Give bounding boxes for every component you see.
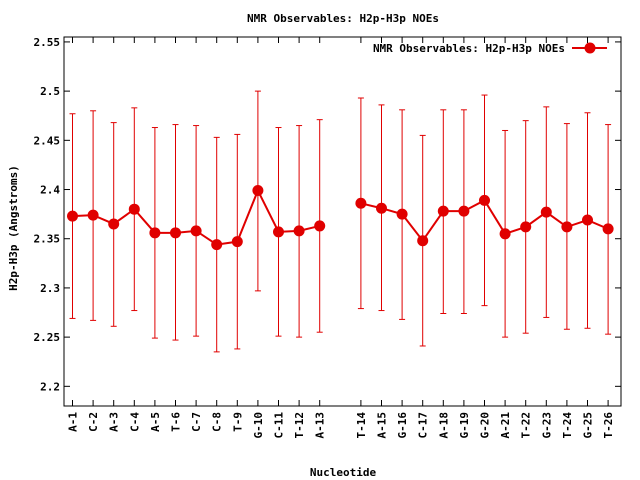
data-point xyxy=(458,205,470,217)
x-tick-label: A-21 xyxy=(499,412,512,439)
y-tick-label: 2.25 xyxy=(34,331,61,344)
data-point xyxy=(231,236,243,248)
data-point xyxy=(67,210,78,222)
x-tick-label: G-10 xyxy=(252,412,265,439)
x-tick-label: T-24 xyxy=(561,412,574,439)
data-point xyxy=(499,228,511,240)
legend-marker xyxy=(584,42,596,54)
y-axis-label: H2p-H3p (Angstroms) xyxy=(7,165,20,291)
data-point xyxy=(520,221,532,233)
x-tick-label: T-9 xyxy=(231,412,244,432)
data-point xyxy=(376,202,387,214)
x-tick-label: G-20 xyxy=(479,412,492,439)
data-points xyxy=(67,185,614,251)
x-tick-label: C-11 xyxy=(273,412,286,439)
x-tick-label: T-14 xyxy=(355,412,368,439)
data-point xyxy=(190,225,202,237)
x-tick-label: G-19 xyxy=(458,412,471,439)
x-tick-label: T-6 xyxy=(170,412,183,432)
x-tick-label: C-4 xyxy=(128,412,141,432)
data-point xyxy=(396,208,408,220)
y-tick-label: 2.35 xyxy=(34,233,61,246)
data-point xyxy=(582,214,593,226)
plot-frame xyxy=(63,36,622,407)
x-tick-label: G-16 xyxy=(396,412,409,439)
data-point xyxy=(170,227,181,239)
x-tick-label: C-8 xyxy=(211,412,224,432)
x-axis: A-1 C-2 A-3 C-4 A-5 T-6 C-7 C-8 T-9 G-10 C-11 T-12 A… xyxy=(67,37,615,439)
chart-title: NMR Observables: H2p-H3p NOEs xyxy=(247,12,439,25)
data-point xyxy=(293,225,305,237)
data-point xyxy=(561,221,573,233)
y-tick-label: 2.55 xyxy=(34,36,61,49)
data-point xyxy=(108,218,120,230)
y-tick-label: 2.3 xyxy=(40,282,60,295)
legend: NMR Observables: H2p-H3p NOEs xyxy=(373,42,607,55)
x-tick-label: C-17 xyxy=(417,412,430,439)
legend-label: NMR Observables: H2p-H3p NOEs xyxy=(373,42,565,55)
data-point xyxy=(355,197,367,209)
x-tick-label: C-2 xyxy=(87,412,100,432)
data-point xyxy=(437,205,449,217)
x-axis-label: Nucleotide xyxy=(310,466,377,479)
y-axis: 2.2 2.25 2.3 2.35 2.4 2.45 2.5 2.55 xyxy=(34,36,621,393)
data-point xyxy=(273,226,284,238)
y-tick-label: 2.2 xyxy=(40,380,60,393)
data-point xyxy=(479,194,490,206)
y-tick-label: 2.45 xyxy=(34,134,61,147)
data-point xyxy=(314,220,326,232)
y-tick-label: 2.4 xyxy=(40,184,60,197)
data-point xyxy=(149,227,161,239)
data-point xyxy=(128,203,140,215)
x-tick-label: A-3 xyxy=(108,412,121,432)
error-bars xyxy=(69,90,612,353)
x-tick-label: T-22 xyxy=(520,412,533,439)
x-tick-label: A-5 xyxy=(149,412,162,432)
x-tick-label: A-15 xyxy=(376,412,389,439)
x-tick-label: G-23 xyxy=(540,412,553,439)
x-tick-label: C-7 xyxy=(190,412,203,432)
x-tick-label: T-26 xyxy=(602,412,615,439)
x-tick-label: A-1 xyxy=(67,412,80,432)
x-tick-label: T-12 xyxy=(293,412,306,439)
data-point xyxy=(540,206,552,218)
data-point xyxy=(87,209,99,221)
data-point xyxy=(211,239,223,251)
y-tick-label: 2.5 xyxy=(40,85,60,98)
x-tick-label: G-25 xyxy=(582,412,595,439)
x-tick-label: A-13 xyxy=(314,412,327,439)
data-point xyxy=(252,185,264,197)
data-point xyxy=(602,223,614,235)
data-point xyxy=(417,235,429,247)
x-tick-label: A-18 xyxy=(437,412,450,439)
